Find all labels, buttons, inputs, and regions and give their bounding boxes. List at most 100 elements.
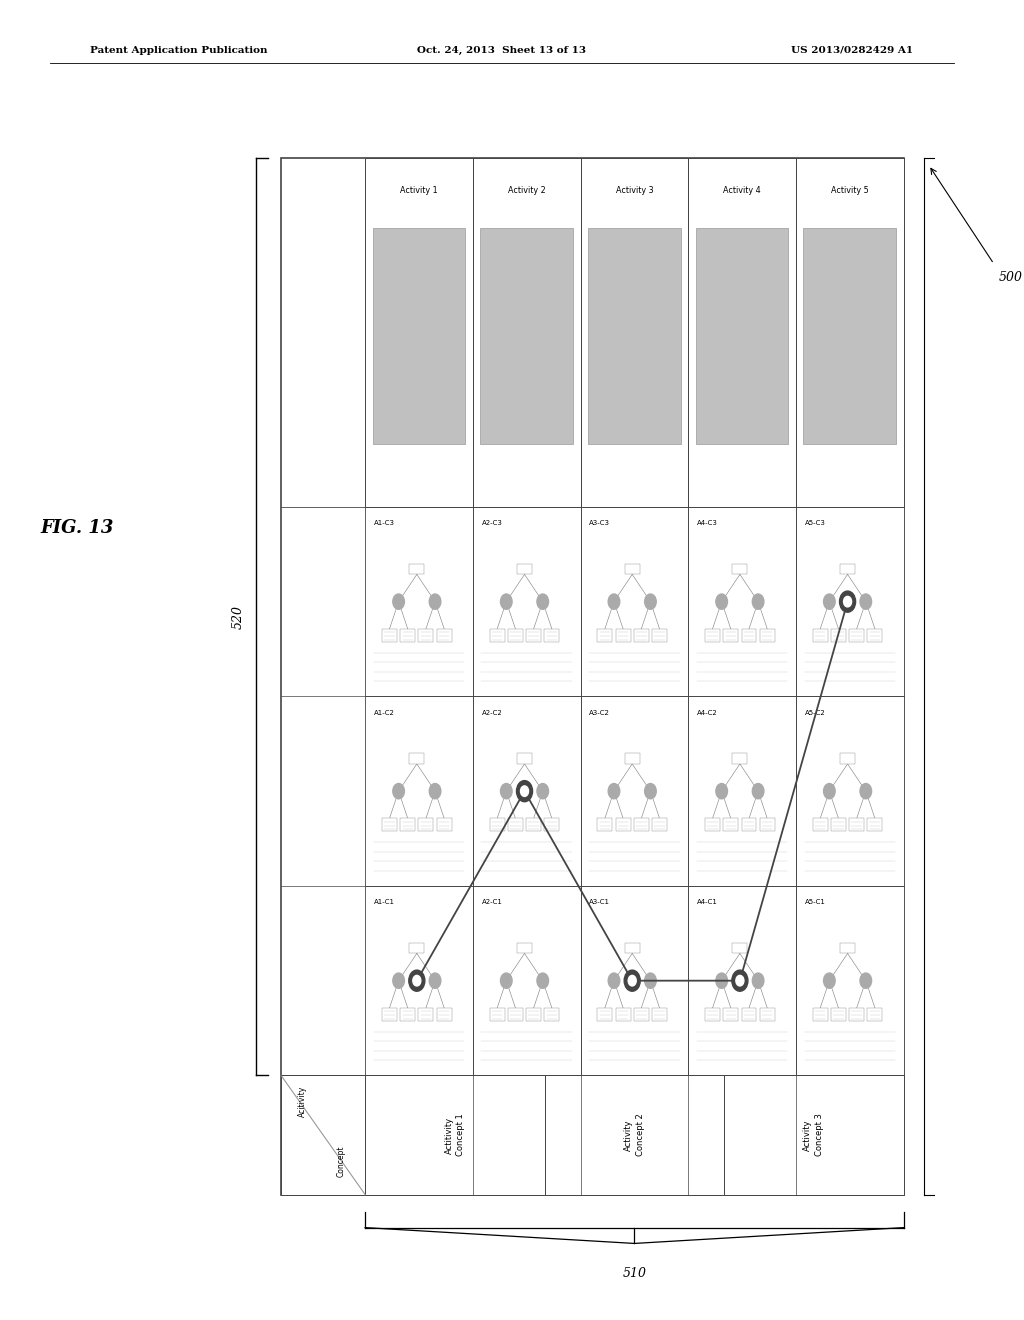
Bar [796, 697, 903, 886]
Bar [796, 886, 903, 1076]
Text: 510: 510 [623, 1267, 646, 1280]
Bar [695, 228, 788, 444]
Bar [849, 818, 864, 832]
Text: A4-C2: A4-C2 [696, 710, 718, 715]
Bar [634, 1008, 649, 1020]
Bar [382, 628, 397, 642]
Text: A5-C3: A5-C3 [805, 520, 825, 527]
Circle shape [732, 970, 748, 991]
Text: A3-C1: A3-C1 [589, 899, 610, 906]
Bar [282, 158, 903, 1195]
Bar [831, 628, 846, 642]
Bar [489, 1008, 505, 1020]
Bar [366, 697, 473, 886]
Circle shape [501, 594, 512, 610]
Bar [625, 754, 640, 764]
Bar [366, 158, 473, 507]
Bar [508, 818, 523, 832]
Bar [849, 628, 864, 642]
Bar [688, 886, 796, 1076]
Circle shape [716, 784, 727, 799]
Bar [382, 1008, 397, 1020]
Circle shape [516, 780, 532, 801]
Bar [489, 628, 505, 642]
Bar [545, 1008, 559, 1020]
Bar [581, 886, 688, 1076]
Bar [867, 628, 883, 642]
Bar [741, 1008, 757, 1020]
Bar [473, 507, 581, 697]
Bar [796, 507, 903, 697]
Circle shape [625, 970, 640, 991]
Bar [382, 818, 397, 832]
Bar [840, 942, 855, 953]
Bar [615, 818, 631, 832]
Bar [473, 158, 581, 507]
Circle shape [608, 594, 620, 610]
Bar [597, 628, 612, 642]
Text: A2-C2: A2-C2 [481, 710, 502, 715]
Bar [723, 818, 738, 832]
Bar [508, 628, 523, 642]
Bar [813, 818, 827, 832]
Bar [400, 628, 415, 642]
Circle shape [537, 973, 549, 989]
Circle shape [844, 597, 852, 607]
Bar [436, 628, 452, 642]
Bar [732, 942, 748, 953]
Bar [366, 1076, 545, 1195]
Circle shape [823, 973, 836, 989]
Circle shape [753, 594, 764, 610]
Bar [840, 754, 855, 764]
Bar [723, 628, 738, 642]
Bar [760, 628, 775, 642]
Circle shape [413, 975, 421, 986]
Bar [526, 818, 541, 832]
Bar [366, 886, 473, 1076]
Text: Acitivity: Acitivity [298, 1086, 306, 1117]
Circle shape [860, 594, 871, 610]
Circle shape [645, 973, 656, 989]
Circle shape [608, 784, 620, 799]
Bar [410, 754, 424, 764]
Bar [634, 818, 649, 832]
Bar [813, 1008, 827, 1020]
Bar [723, 1008, 738, 1020]
Bar [419, 628, 433, 642]
Text: A1-C1: A1-C1 [374, 899, 395, 906]
Bar [732, 564, 748, 574]
Text: Oct. 24, 2013  Sheet 13 of 13: Oct. 24, 2013 Sheet 13 of 13 [418, 46, 587, 54]
Bar [419, 818, 433, 832]
Bar [489, 818, 505, 832]
Bar [517, 942, 532, 953]
Bar [588, 228, 681, 444]
Text: Activity 3: Activity 3 [615, 186, 653, 195]
Bar [625, 942, 640, 953]
Bar [517, 564, 532, 574]
Bar [741, 628, 757, 642]
Text: A5-C1: A5-C1 [805, 899, 825, 906]
Bar [419, 1008, 433, 1020]
Text: A5-C2: A5-C2 [805, 710, 825, 715]
Bar [849, 1008, 864, 1020]
Circle shape [716, 594, 727, 610]
Text: Actitivity
Concept 1: Actitivity Concept 1 [444, 1114, 465, 1156]
Bar [688, 697, 796, 886]
Circle shape [823, 594, 836, 610]
Bar [732, 754, 748, 764]
Text: A2-C3: A2-C3 [481, 520, 503, 527]
Circle shape [823, 784, 836, 799]
Text: A4-C3: A4-C3 [696, 520, 718, 527]
Circle shape [537, 784, 549, 799]
Circle shape [716, 973, 727, 989]
Circle shape [429, 594, 441, 610]
Bar [545, 628, 559, 642]
Circle shape [753, 973, 764, 989]
Circle shape [429, 784, 441, 799]
Circle shape [409, 970, 425, 991]
Bar [625, 564, 640, 574]
Circle shape [429, 973, 441, 989]
Text: A1-C2: A1-C2 [374, 710, 394, 715]
Circle shape [393, 973, 404, 989]
Bar [615, 1008, 631, 1020]
